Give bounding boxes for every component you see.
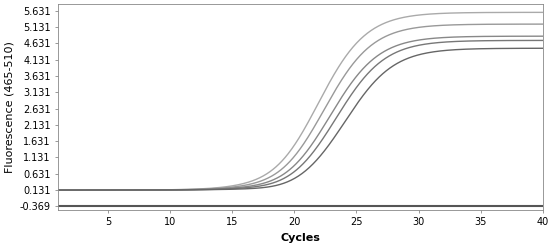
X-axis label: Cycles: Cycles <box>280 233 321 243</box>
Y-axis label: Fluorescence (465-510): Fluorescence (465-510) <box>4 41 14 173</box>
